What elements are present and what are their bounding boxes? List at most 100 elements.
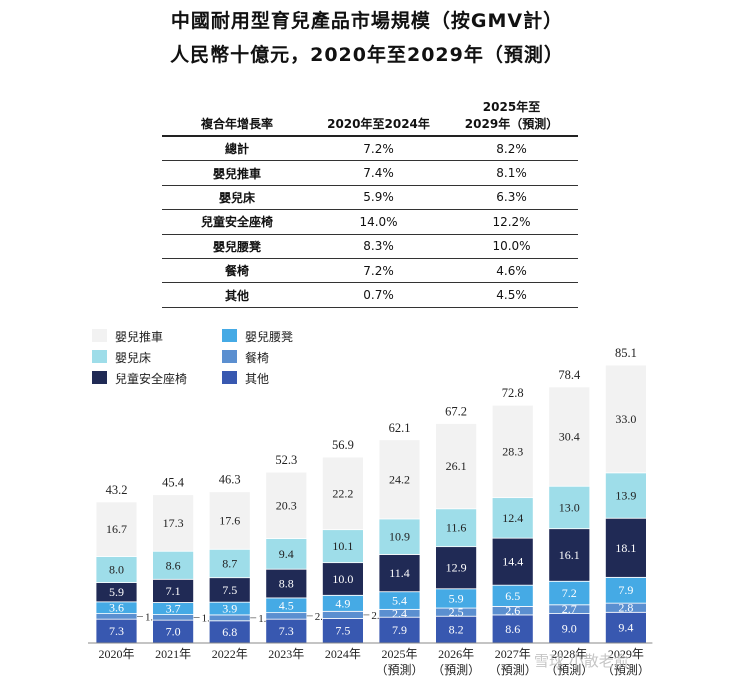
legend-swatch (92, 329, 107, 342)
cagr-row: 其他 0.7% 4.5% (162, 282, 578, 308)
cagr-value-2020-2024: 14.0% (312, 209, 445, 235)
data-label: 11.4 (389, 566, 410, 580)
bar-segment (605, 517, 647, 578)
category-label: 2028年 (551, 647, 587, 661)
bar-segment (321, 456, 364, 531)
category-label: 2023年 (268, 647, 304, 661)
bar-segment (605, 364, 647, 474)
data-label: 8.8 (279, 577, 294, 591)
data-label: 13.0 (559, 500, 580, 514)
cagr-value-2025-2029: 4.5% (445, 282, 578, 308)
total-label: 67.2 (445, 404, 467, 418)
cagr-value-2020-2024: 7.2% (312, 136, 445, 162)
cagr-header-col2-line1: 2025年至 (482, 100, 541, 114)
data-label: 3.9 (222, 602, 237, 616)
data-label: 10.0 (332, 572, 353, 586)
bar-segment (265, 538, 308, 570)
legend-swatch (222, 371, 237, 384)
data-label: 3.7 (166, 602, 181, 616)
total-label: 62.1 (389, 421, 411, 435)
cagr-value-2025-2029: 6.3% (445, 185, 578, 211)
cagr-row: 兒童安全座椅 14.0% 12.2% (162, 209, 578, 235)
cagr-value-2025-2029: 10.0% (445, 234, 578, 259)
bar-segment (548, 528, 591, 582)
data-label: 2.8 (618, 601, 633, 615)
bar-segment (265, 471, 308, 539)
data-label: 16.7 (106, 522, 127, 536)
data-label: 8.6 (166, 558, 181, 572)
category-sublabel: （預測） (375, 663, 423, 677)
cagr-row-label: 總計 (162, 136, 312, 162)
data-label: 18.1 (615, 541, 636, 555)
bar-segment (208, 614, 251, 622)
cagr-table: 複合年增長率 2020年至2024年 2025年至 2029年（預測） 總計 7… (162, 96, 578, 308)
category-label: 2022年 (212, 647, 248, 661)
data-label: 30.4 (559, 430, 580, 444)
bar-segment (605, 472, 647, 519)
legend-label: 嬰兒腰凳 (245, 329, 293, 344)
cagr-header-label: 複合年增長率 (162, 96, 312, 137)
watermark: 雪球 小散老俞 (534, 652, 629, 670)
cagr-header-col1: 2020年至2024年 (312, 96, 445, 137)
cagr-header-row: 複合年增長率 2020年至2024年 2025年至 2029年（預測） (162, 96, 578, 137)
data-label: 8.6 (505, 622, 520, 636)
cagr-value-2020-2024: 5.9% (312, 185, 445, 211)
bar-segment (378, 518, 421, 555)
category-sublabel: （預測） (432, 663, 480, 677)
bar-segment (265, 568, 308, 599)
data-label: 26.1 (446, 459, 467, 473)
bar-segment (378, 554, 421, 593)
legend-label: 其他 (245, 372, 269, 386)
legend-label: 餐椅 (245, 350, 269, 365)
bar-segment (491, 497, 534, 539)
cagr-row: 總計 7.2% 8.2% (162, 136, 578, 162)
legend-swatch (92, 371, 107, 384)
data-label: 7.5 (222, 583, 237, 597)
data-label: 7.3 (279, 624, 294, 638)
legend-label: 嬰兒推車 (115, 330, 163, 344)
data-label: 6.8 (222, 625, 237, 639)
data-label: 4.5 (279, 598, 294, 612)
total-label: 45.4 (162, 476, 185, 490)
data-label: 12.9 (446, 561, 467, 575)
data-label: 2.6 (505, 604, 520, 618)
cagr-row: 嬰兒推車 7.4% 8.1% (162, 160, 578, 186)
cagr-value-2025-2029: 12.2% (445, 209, 578, 235)
chart-title-line1: 中國耐用型育兒產品市場規模（按GMV計） (170, 10, 564, 32)
data-label: 11.6 (446, 521, 467, 535)
cagr-row-label: 嬰兒推車 (162, 160, 312, 186)
data-label: 12.4 (502, 511, 523, 525)
bar-segment (435, 508, 478, 548)
data-label: 8.0 (109, 562, 124, 576)
category-label: 2020年 (98, 647, 134, 661)
cagr-value-2020-2024: 7.4% (312, 160, 445, 186)
bar-segment (152, 494, 195, 552)
data-label: 16.1 (559, 548, 580, 562)
cagr-value-2020-2024: 7.2% (312, 258, 445, 284)
category-sublabel: （預測） (545, 663, 593, 677)
chart-title-line2: 人民幣十億元，2020年至2029年（預測） (170, 44, 564, 66)
cagr-row: 嬰兒腰凳 8.3% 10.0% (162, 234, 578, 259)
data-label: 5.4 (392, 594, 407, 608)
bar-segment (605, 576, 647, 604)
total-label: 85.1 (615, 346, 637, 360)
legend-swatch (92, 350, 107, 363)
data-label: 7.9 (618, 583, 633, 597)
data-label: 13.9 (615, 489, 636, 503)
data-label: 9.4 (618, 621, 633, 635)
legend-label: 兒童安全座椅 (115, 371, 187, 386)
category-label: 2027年 (495, 647, 531, 661)
cagr-row-label: 嬰兒床 (162, 185, 312, 211)
cagr-row: 餐椅 7.2% 4.6% (162, 258, 578, 284)
bar-segment (378, 439, 421, 520)
data-label: 14.4 (502, 555, 523, 569)
data-label: 20.3 (276, 498, 297, 512)
total-label: 78.4 (558, 368, 581, 382)
data-label: 7.5 (335, 624, 350, 638)
data-label: 22.2 (332, 486, 353, 500)
cagr-header-col2: 2025年至 2029年（預測） (445, 96, 578, 137)
total-label: 72.8 (502, 386, 524, 400)
bar-segment (95, 501, 138, 557)
data-label: 8.2 (449, 623, 464, 637)
